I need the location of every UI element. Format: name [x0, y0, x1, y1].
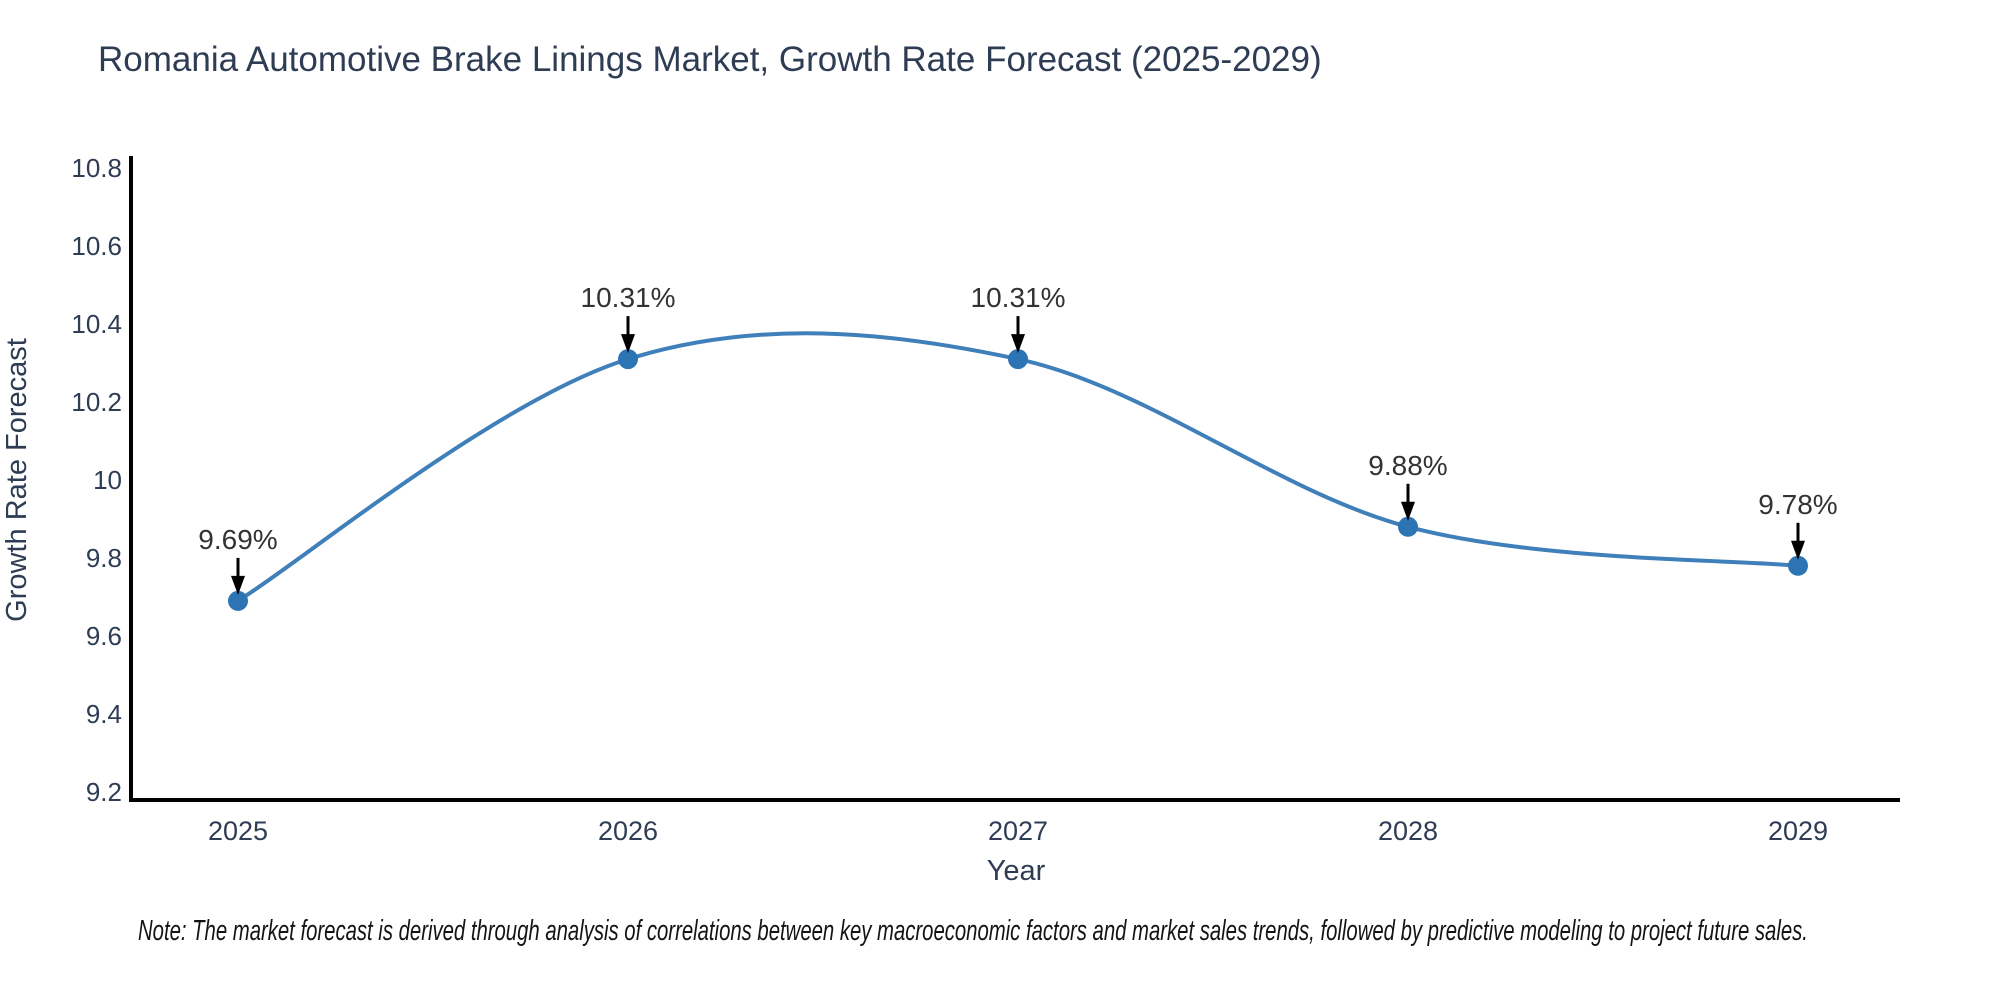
annotation-arrowhead-2029	[1791, 540, 1805, 560]
x-tick-label-2028: 2028	[1378, 816, 1438, 846]
x-axis-title: Year	[987, 855, 1046, 887]
annotation-label-2026: 10.31%	[581, 282, 676, 313]
annotation-label-2028: 9.88%	[1368, 450, 1447, 481]
annotation-label-2027: 10.31%	[971, 282, 1066, 313]
y-tick-label-9.4: 9.4	[86, 699, 122, 729]
annotation-label-2025: 9.69%	[198, 524, 277, 555]
y-tick-label-10.4: 10.4	[71, 309, 122, 339]
chart-title: Romania Automotive Brake Linings Market,…	[98, 40, 1322, 79]
footnote: Note: The market forecast is derived thr…	[138, 915, 1808, 947]
y-axis-title: Growth Rate Forecast	[1, 338, 33, 622]
annotation-arrowhead-2027	[1011, 334, 1025, 354]
y-tick-label-9.8: 9.8	[86, 543, 122, 573]
data-point-2029	[1788, 555, 1808, 576]
y-tick-label-9.2: 9.2	[86, 777, 122, 807]
data-point-2026	[618, 349, 638, 370]
x-tick-label-2026: 2026	[598, 816, 658, 846]
y-tick-label-9.6: 9.6	[86, 621, 122, 651]
forecast-line	[236, 331, 1800, 603]
y-tick-label-10.2: 10.2	[71, 387, 122, 417]
annotation-arrowhead-2028	[1401, 501, 1415, 521]
annotation-arrowhead-2025	[231, 575, 245, 595]
y-tick-label-10: 10	[93, 465, 122, 495]
x-tick-label-2027: 2027	[988, 816, 1048, 846]
x-tick-label-2025: 2025	[208, 816, 268, 846]
data-point-2025	[228, 590, 248, 611]
x-tick-label-2029: 2029	[1768, 816, 1828, 846]
annotation-label-2029: 9.78%	[1758, 489, 1837, 520]
annotation-arrowhead-2026	[621, 334, 635, 354]
y-tick-label-10.6: 10.6	[71, 231, 122, 261]
data-point-2027	[1008, 349, 1028, 370]
y-tick-label-10.8: 10.8	[71, 153, 122, 183]
data-point-2028	[1398, 516, 1418, 537]
